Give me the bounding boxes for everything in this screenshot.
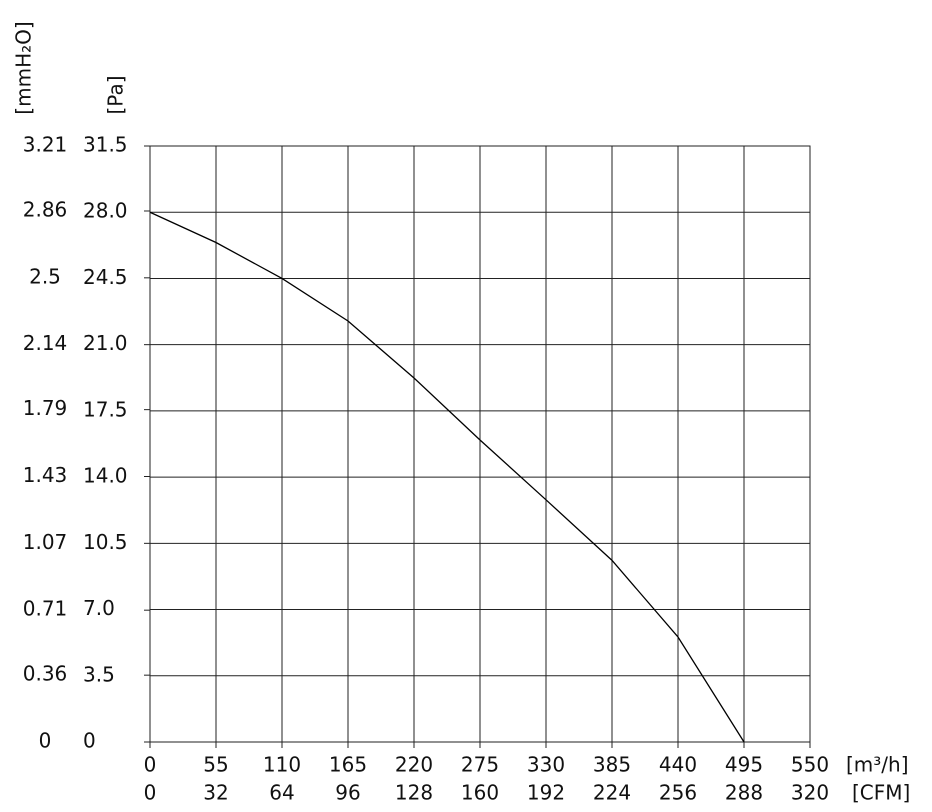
x-tick-label: 495: [725, 753, 763, 777]
x2-tick-label: 64: [269, 781, 294, 805]
y-tick-label: 21.0: [83, 331, 128, 355]
x2-tick-label: 320: [791, 781, 829, 805]
y2-tick-label: 2.86: [23, 197, 68, 221]
x-tick-label: 165: [329, 753, 367, 777]
y-tick-label: 17.5: [83, 397, 128, 421]
curve: [149, 211, 745, 743]
y2-tick-label: 1.07: [23, 530, 68, 554]
y2-tick-label: 0.71: [23, 597, 68, 621]
x-tick-label: 55: [203, 753, 228, 777]
y2-tick-label: 1.43: [23, 463, 68, 487]
y2-tick-label: 3.21: [23, 133, 68, 157]
y2-tick-label: 0: [39, 729, 52, 753]
x-tick-label: 220: [395, 753, 433, 777]
y2-tick-label: 2.5: [29, 264, 61, 288]
x2-tick-label: 256: [659, 781, 697, 805]
x2-tick-label: 192: [527, 781, 565, 805]
x2-tick-label: 160: [461, 781, 499, 805]
x-tick-label: 550: [791, 753, 829, 777]
x-tick-label: 440: [659, 753, 697, 777]
x-tick-label: 330: [527, 753, 565, 777]
x2-tick-label: 32: [203, 781, 228, 805]
x2-tick-label: 128: [395, 781, 433, 805]
x2-tick-label: 224: [593, 781, 631, 805]
y-axis-label: [Pa]: [104, 75, 128, 114]
x-axis-label: [m³/h]: [846, 753, 909, 777]
x-tick-label: 385: [593, 753, 631, 777]
y-tick-label: 24.5: [83, 265, 128, 289]
y-tick-label: 0: [83, 729, 96, 753]
x2-axis-label: [CFM]: [852, 781, 910, 805]
y-tick-label: 28.0: [83, 199, 128, 223]
x-tick-label: 110: [263, 753, 301, 777]
x2-tick-label: 288: [725, 781, 763, 805]
y-tick-label: 31.5: [83, 133, 128, 157]
x-tick-label: 275: [461, 753, 499, 777]
y2-tick-label: 1.79: [23, 396, 68, 420]
y2-tick-label: 0.36: [23, 662, 68, 686]
x2-tick-label: 96: [335, 781, 360, 805]
y-tick-label: 14.0: [83, 464, 128, 488]
y-tick-label: 7.0: [83, 596, 115, 620]
y-tick-label: 3.5: [83, 662, 115, 686]
y2-axis-label: [mmH₂O]: [12, 21, 36, 114]
y-tick-label: 10.5: [83, 530, 128, 554]
x2-tick-label: 0: [144, 781, 157, 805]
y2-tick-label: 2.14: [23, 331, 68, 355]
x-tick-label: 0: [144, 753, 157, 777]
